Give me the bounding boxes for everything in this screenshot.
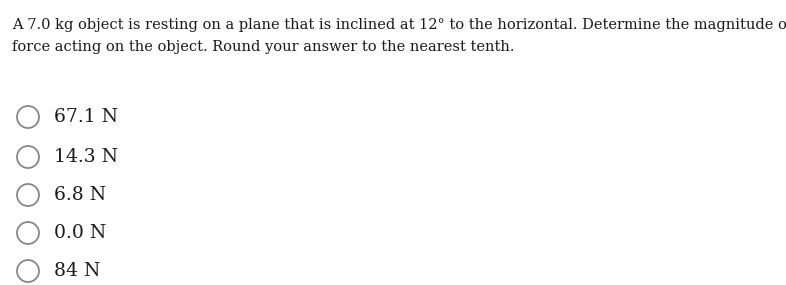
Text: 0.0 N: 0.0 N: [54, 224, 106, 242]
Text: 14.3 N: 14.3 N: [54, 148, 118, 166]
Text: 67.1 N: 67.1 N: [54, 108, 118, 126]
Text: 84 N: 84 N: [54, 262, 101, 280]
Text: A 7.0 kg object is resting on a plane that is inclined at 12° to the horizontal.: A 7.0 kg object is resting on a plane th…: [12, 18, 786, 32]
Text: 6.8 N: 6.8 N: [54, 186, 106, 204]
Text: force acting on the object. Round your answer to the nearest tenth.: force acting on the object. Round your a…: [12, 40, 515, 54]
